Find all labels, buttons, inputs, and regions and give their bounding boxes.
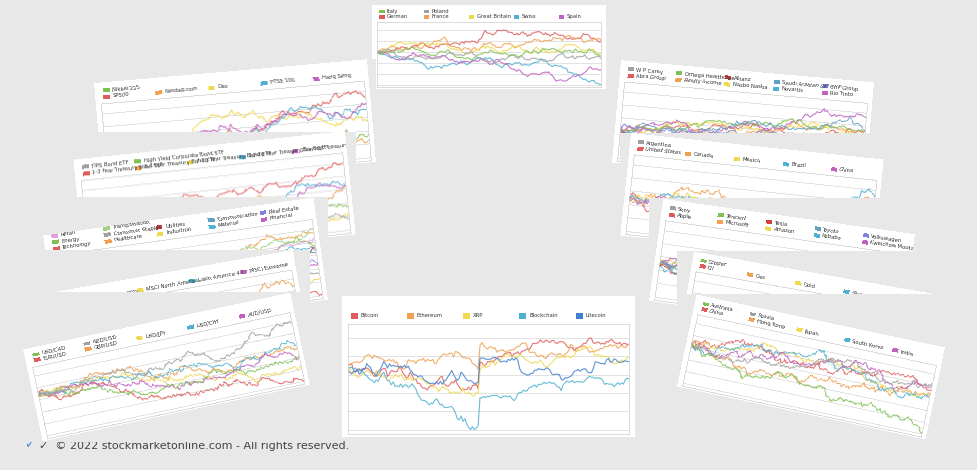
Text: ✓  © 2022 stockmarketonline.com - All rights reserved.: ✓ © 2022 stockmarketonline.com - All rig… <box>39 441 350 451</box>
Text: ✓: ✓ <box>24 438 35 451</box>
